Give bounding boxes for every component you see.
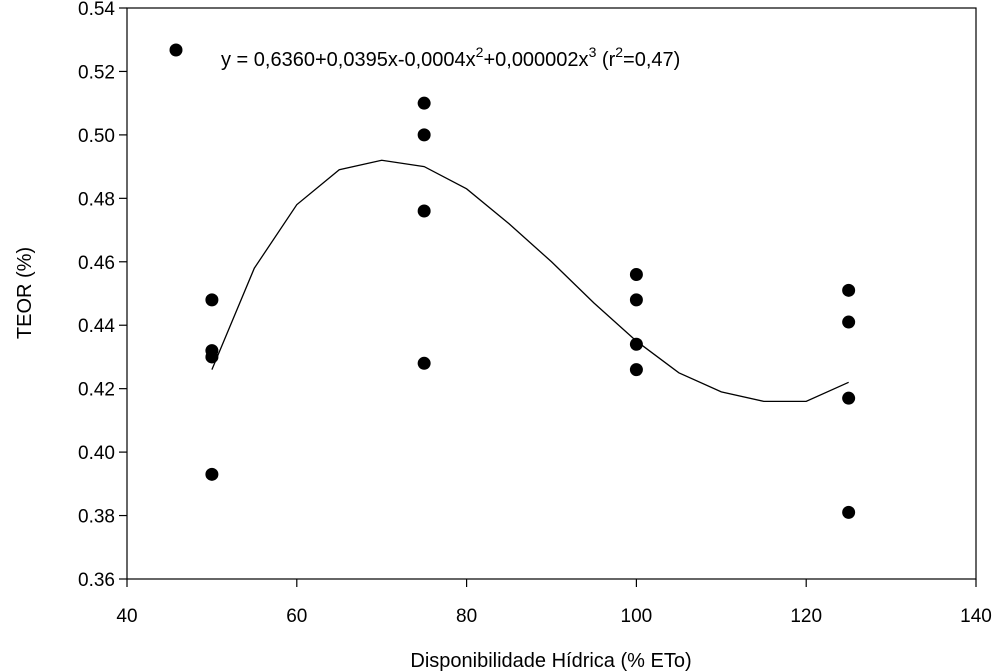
x-tick-label: 120 [790,606,822,627]
y-axis-title: TEOR (%) [14,247,36,339]
y-tick-label: 0.44 [78,316,115,337]
y-tick-label: 0.54 [78,0,115,20]
axis-ticks: 40 60 80 100 120 140 0.36 0.38 0.40 0.42 0.44 0.46 0… [78,0,992,627]
data-points [205,96,856,519]
x-axis-title: Disponibilidade Hídrica (% ETo) [410,650,691,672]
data-point [417,204,431,218]
data-point [842,283,856,297]
y-tick-label: 0.36 [78,570,115,591]
y-tick-label: 0.52 [78,62,115,83]
y-tick-label: 0.46 [78,253,115,274]
x-tick-label: 80 [456,606,477,627]
data-point [205,467,219,481]
legend: y = 0,6360+0,0395x-0,0004x2+0,000002x3 (… [169,43,680,71]
y-tick-label: 0.40 [78,443,115,464]
data-point [417,96,431,110]
data-point [842,505,856,519]
y-tick-label: 0.42 [78,380,115,401]
plot-area [126,7,977,580]
data-point [842,315,856,329]
data-point [205,350,219,364]
data-point [629,337,643,351]
data-point [417,128,431,142]
fit-curve [211,159,849,403]
legend-equation: y = 0,6360+0,0395x-0,0004x2+0,000002x3 (… [221,44,680,71]
x-tick-label: 40 [116,606,137,627]
data-point [205,293,219,307]
data-point [842,391,856,405]
data-point [417,356,431,370]
fit-curve-layer [211,159,849,403]
legend-marker [169,43,183,57]
data-point [629,363,643,377]
y-tick-label: 0.50 [78,126,115,147]
x-tick-label: 140 [960,606,992,627]
data-point [629,293,643,307]
x-tick-label: 100 [621,606,653,627]
y-tick-label: 0.38 [78,507,115,528]
y-tick-label: 0.48 [78,189,115,210]
data-point [629,267,643,281]
x-tick-label: 60 [286,606,307,627]
